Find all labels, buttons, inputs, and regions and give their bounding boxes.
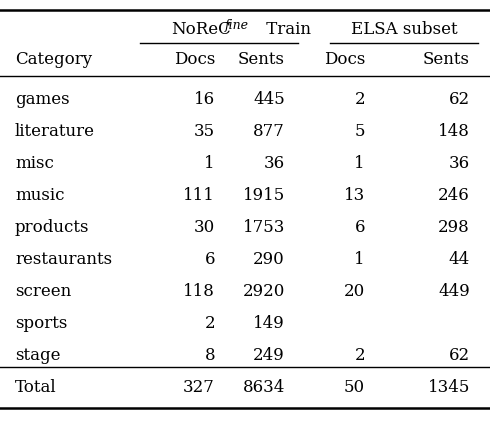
Text: Category: Category: [15, 52, 92, 68]
Text: 246: 246: [438, 187, 470, 205]
Text: NoReC: NoReC: [171, 22, 231, 39]
Text: 13: 13: [344, 187, 365, 205]
Text: Sents: Sents: [423, 52, 470, 68]
Text: 62: 62: [449, 92, 470, 108]
Text: Docs: Docs: [323, 52, 365, 68]
Text: 20: 20: [344, 283, 365, 301]
Text: Train: Train: [261, 22, 311, 39]
Text: 1: 1: [204, 156, 215, 172]
Text: 1: 1: [354, 252, 365, 268]
Text: literature: literature: [15, 123, 95, 141]
Text: 2920: 2920: [243, 283, 285, 301]
Text: music: music: [15, 187, 65, 205]
Text: 5: 5: [354, 123, 365, 141]
Text: 16: 16: [194, 92, 215, 108]
Text: 148: 148: [438, 123, 470, 141]
Text: 6: 6: [354, 219, 365, 237]
Text: 36: 36: [449, 156, 470, 172]
Text: 2: 2: [354, 347, 365, 365]
Text: Total: Total: [15, 378, 57, 396]
Text: 445: 445: [253, 92, 285, 108]
Text: products: products: [15, 219, 90, 237]
Text: 35: 35: [194, 123, 215, 141]
Text: 327: 327: [183, 378, 215, 396]
Text: Docs: Docs: [173, 52, 215, 68]
Text: 50: 50: [344, 378, 365, 396]
Text: 877: 877: [253, 123, 285, 141]
Text: restaurants: restaurants: [15, 252, 112, 268]
Text: misc: misc: [15, 156, 54, 172]
Text: 111: 111: [183, 187, 215, 205]
Text: 30: 30: [194, 219, 215, 237]
Text: fine: fine: [225, 19, 249, 33]
Text: 290: 290: [253, 252, 285, 268]
Text: 1345: 1345: [428, 378, 470, 396]
Text: 8634: 8634: [243, 378, 285, 396]
Text: 2: 2: [204, 316, 215, 332]
Text: 449: 449: [438, 283, 470, 301]
Text: 149: 149: [253, 316, 285, 332]
Text: sports: sports: [15, 316, 67, 332]
Text: screen: screen: [15, 283, 71, 301]
Text: 1915: 1915: [243, 187, 285, 205]
Text: 249: 249: [253, 347, 285, 365]
Text: 62: 62: [449, 347, 470, 365]
Text: 298: 298: [438, 219, 470, 237]
Text: 2: 2: [354, 92, 365, 108]
Text: 118: 118: [183, 283, 215, 301]
Text: 1: 1: [354, 156, 365, 172]
Text: stage: stage: [15, 347, 60, 365]
Text: ELSA subset: ELSA subset: [351, 22, 457, 39]
Text: 8: 8: [204, 347, 215, 365]
Text: Sents: Sents: [238, 52, 285, 68]
Text: 6: 6: [204, 252, 215, 268]
Text: 36: 36: [264, 156, 285, 172]
Text: 44: 44: [449, 252, 470, 268]
Text: games: games: [15, 92, 70, 108]
Text: 1753: 1753: [243, 219, 285, 237]
